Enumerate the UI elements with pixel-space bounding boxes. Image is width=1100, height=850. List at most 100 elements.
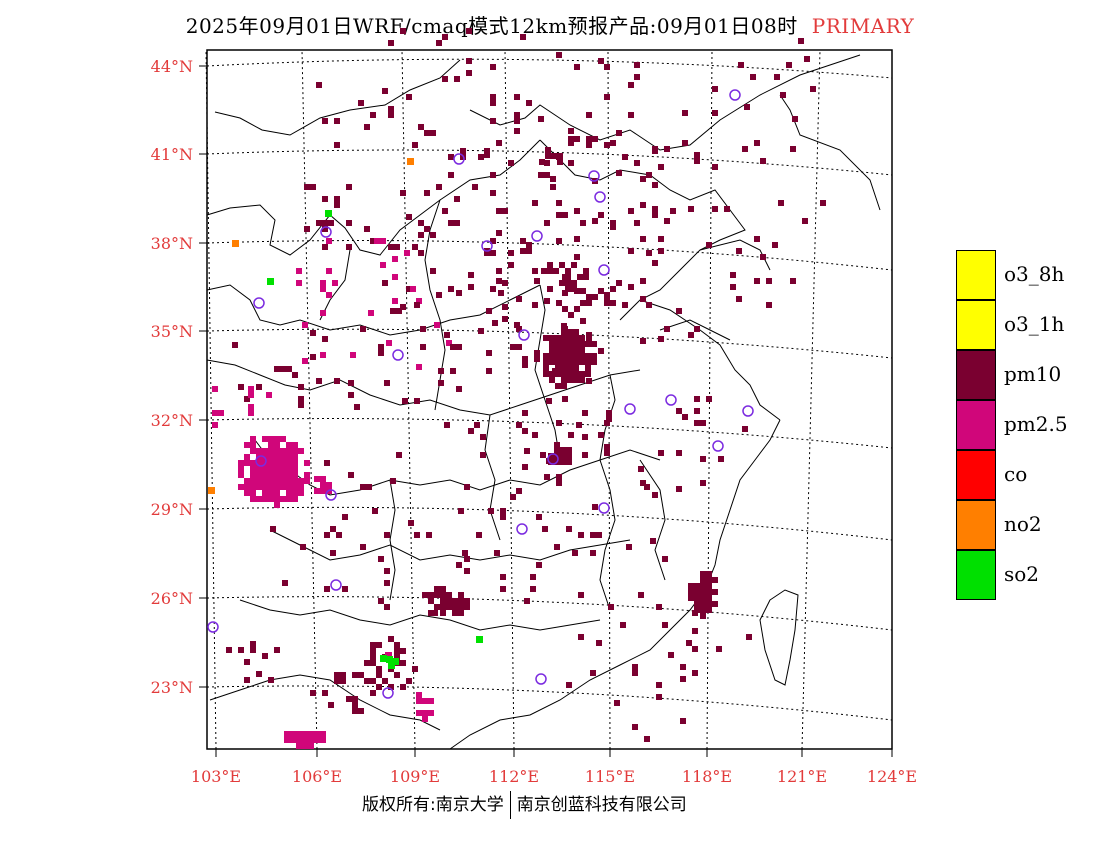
legend-item: pm2.5 (956, 399, 1068, 450)
lon-label: 124°E (867, 767, 917, 786)
pollutant-cell (585, 353, 591, 359)
pollutant-cell (382, 88, 388, 94)
pollutant-cell (268, 496, 274, 502)
boundary-line (239, 599, 601, 631)
pollutant-cell (400, 648, 406, 654)
pollutant-cell (250, 647, 256, 653)
pollutant-cell (308, 743, 314, 749)
pollutant-cell (446, 592, 452, 598)
pollutant-cell (460, 148, 466, 154)
pollutant-cell (544, 474, 550, 480)
pollutant-cell (502, 208, 508, 214)
pollutant-cell (280, 448, 286, 454)
pollutant-cell (480, 434, 486, 440)
meridian-line (504, 49, 515, 750)
pollutant-cell (628, 208, 634, 214)
pollutant-cell (700, 613, 706, 619)
pollutant-cell (522, 356, 528, 362)
pollutant-cell (560, 459, 566, 465)
pollutant-cell (516, 326, 522, 332)
pollutant-cell (456, 290, 462, 296)
pollutant-cell (522, 428, 528, 434)
pollutant-cell (490, 250, 496, 256)
pollutant-cell (700, 456, 706, 462)
pollutant-cell (390, 478, 396, 484)
pollutant-cell (266, 392, 272, 398)
pollutant-cell (574, 306, 580, 312)
pollutant-cell (440, 604, 446, 610)
pollutant-cell (406, 94, 412, 100)
pollutant-cell (559, 280, 565, 286)
pollutant-cell (706, 589, 712, 595)
pollutant-cell (374, 238, 380, 244)
pollutant-cell (598, 58, 604, 64)
pollutant-cell (591, 341, 597, 347)
pollutant-cell (430, 130, 436, 136)
longitude-labels: 103°E 106°E 109°E 112°E 115°E 118°E 121°E 124°E (191, 767, 917, 786)
pollutant-cell (556, 52, 562, 58)
pollutant-cell (296, 737, 302, 743)
boundary-line (639, 299, 781, 421)
pollutant-cell (274, 454, 280, 460)
pollutant-cell (634, 160, 640, 166)
pollutant-cell (334, 202, 340, 208)
pollutant-cell (360, 326, 366, 332)
pollutant-cell (580, 220, 586, 226)
pollutant-cell (298, 484, 304, 490)
pollutant-cell (488, 508, 494, 514)
pollutant-cell (820, 200, 826, 206)
pollutant-cell (536, 514, 542, 520)
pollutant-cell (652, 212, 658, 218)
pollutant-cell (724, 206, 730, 212)
pollutant-cell (568, 432, 574, 438)
pollutant-cell (238, 384, 244, 390)
pollutant-cell (640, 296, 646, 302)
pollutant-cell (658, 164, 664, 170)
pollutant-cell (553, 268, 559, 274)
pollutant-cell (774, 74, 780, 80)
legend-swatch (956, 449, 996, 500)
pollutant-cell (640, 278, 646, 284)
pollutant-cell (376, 684, 382, 690)
pollutant-cell (668, 652, 674, 658)
pollutant-cell (256, 484, 262, 490)
meridian-line (706, 49, 713, 750)
pollutant-cell (250, 478, 256, 484)
pollutant-cell (326, 482, 332, 488)
pollutant-cell (496, 268, 502, 274)
pollutant-cell (212, 410, 218, 416)
pollutant-cell (604, 444, 610, 450)
pollutant-cell (422, 710, 428, 716)
pollutant-cell (510, 344, 516, 350)
pollutant-cell (694, 396, 700, 402)
boundary-line (269, 529, 631, 561)
pollutant-cell (250, 472, 256, 478)
station-marker (453, 153, 465, 165)
pollutant-cell (490, 286, 496, 292)
pollutant-cell (516, 344, 522, 350)
pollutant-cell (268, 454, 274, 460)
pollutant-cell (298, 490, 304, 496)
pollutant-cell (682, 140, 688, 146)
pollutant-cell (296, 280, 302, 286)
pollutant-cell (632, 724, 638, 730)
pollutant-cell (573, 365, 579, 371)
pollutant-cell (284, 737, 290, 743)
pollutant-cell (262, 448, 268, 454)
pollutant-cell (388, 40, 394, 46)
pollutant-cell (573, 353, 579, 359)
pollutant-cell (472, 184, 478, 190)
pollutant-cell (386, 656, 393, 663)
pollutant-cell (368, 310, 374, 316)
pollutant-cell (280, 478, 286, 484)
pollutant-cell (238, 460, 244, 466)
pollutant-cell (238, 484, 244, 490)
pollutant-cell (573, 329, 579, 335)
pollutant-cell (370, 642, 376, 648)
pollutant-cell (334, 378, 340, 384)
pollutant-cell (561, 383, 567, 389)
pollutant-cell (555, 347, 561, 353)
pollutant-cell (628, 284, 634, 290)
pollutant-cell (496, 140, 502, 146)
pollutant-cell (262, 466, 268, 472)
